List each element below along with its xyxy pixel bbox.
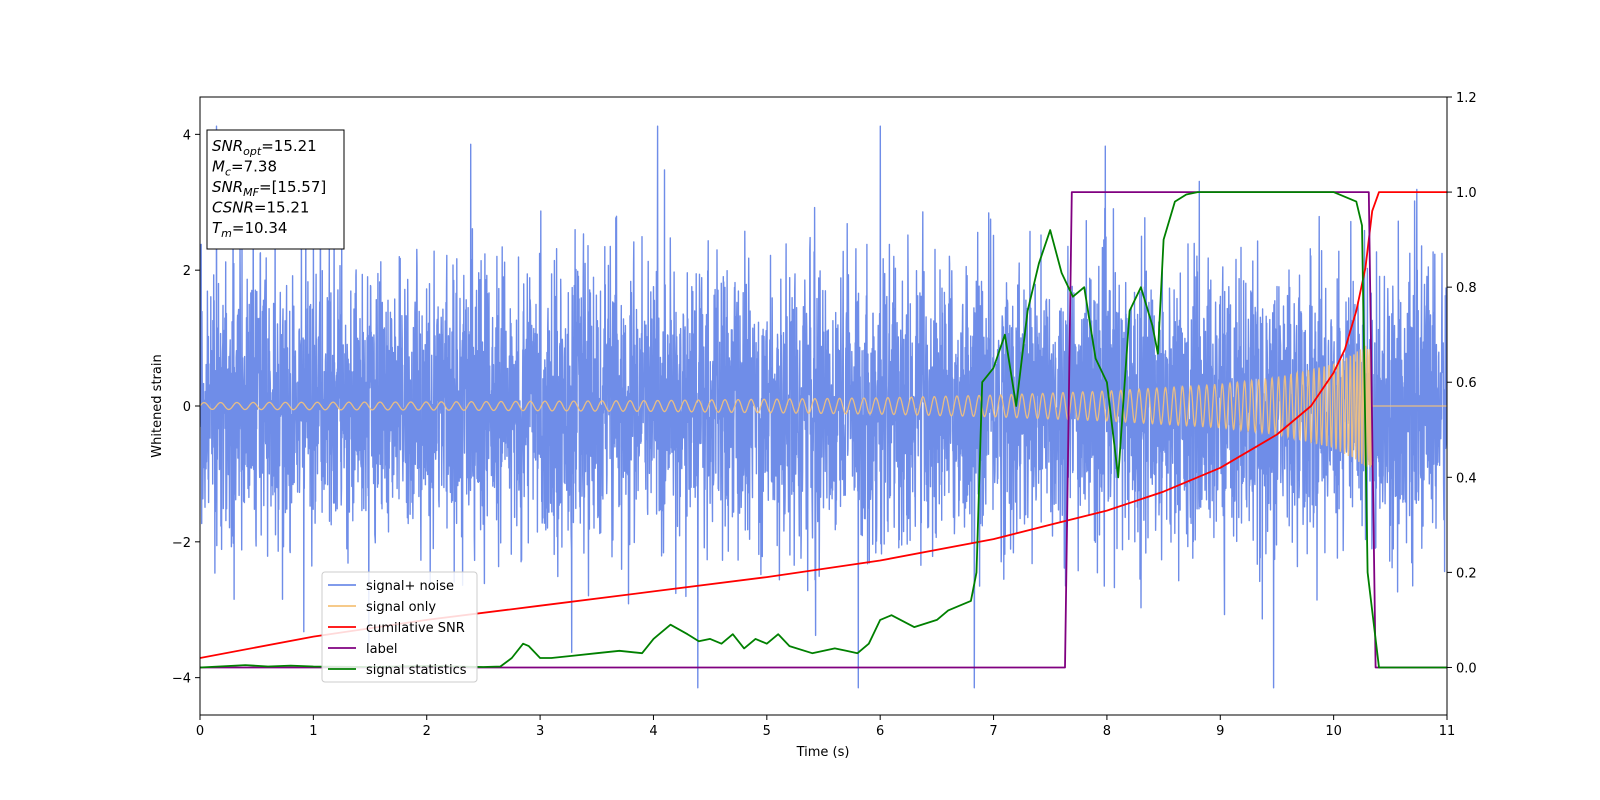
info-box-symbol: SNR (212, 137, 243, 155)
info-box-subscript: opt (243, 145, 262, 158)
x-axis: 0 1 2 3 4 5 6 7 8 9 10 11 (196, 715, 1455, 739)
legend-item-label: cumilative SNR (366, 621, 465, 636)
info-box-value: =10.34 (232, 219, 288, 237)
series-signal-plus-noise (200, 125, 1447, 689)
info-box-value: =7.38 (231, 158, 277, 176)
x-tick-label: 0 (196, 724, 204, 739)
info-box-line: Tm=10.34 (212, 219, 287, 240)
info-box-value: =15.21 (254, 199, 310, 217)
info-box-frame (206, 129, 345, 250)
y-left-tick-label: 2 (183, 264, 191, 279)
plot-area (200, 125, 1447, 689)
info-box-symbol: SNR (212, 178, 243, 196)
info-box-value: =15.21 (261, 137, 317, 155)
info-box-line: CSNR=15.21 (212, 199, 309, 217)
x-tick-label: 4 (649, 724, 657, 739)
info-box-line: Mc=7.38 (212, 158, 277, 179)
x-tick-label: 10 (1325, 724, 1342, 739)
x-tick-label: 1 (309, 724, 317, 739)
y-axis-label: Whitened strain (150, 354, 165, 457)
info-box-line: SNRopt=15.21 (212, 137, 317, 158)
x-tick-label: 6 (876, 724, 884, 739)
info-box-symbol: M (212, 158, 225, 176)
series-signal-statistics (200, 191, 1447, 669)
legend-frame (321, 571, 478, 683)
x-axis-label: Time (s) (796, 745, 850, 760)
info-box-symbol: CSNR (212, 199, 254, 217)
info-box-symbol: T (212, 219, 223, 237)
x-tick-label: 8 (1103, 724, 1111, 739)
legend-item-label: signal+ noise (366, 579, 454, 594)
legend: signal+ noise signal only cumilative SNR la… (321, 571, 478, 683)
y-right-tick-label: 1.0 (1456, 186, 1477, 201)
y-right-tick-label: 0.6 (1456, 376, 1477, 391)
info-box-subscript: MF (243, 186, 259, 199)
series-signal-only (200, 345, 1447, 468)
info-box-subscript: c (225, 166, 231, 179)
legend-item-label: signal only (366, 600, 436, 615)
y-left-tick-label: −2 (172, 536, 191, 551)
y-right-tick-label: 0.0 (1456, 661, 1477, 676)
info-box-value: =[15.57] (259, 178, 326, 196)
left-y-axis: 4 2 0 −2 −4 (172, 128, 200, 687)
y-right-tick-label: 0.4 (1456, 471, 1477, 486)
y-right-tick-label: 0.2 (1456, 566, 1477, 581)
legend-item-label: label (366, 642, 397, 657)
y-right-tick-label: 1.2 (1456, 91, 1477, 106)
y-left-tick-label: 4 (183, 128, 191, 143)
right-y-axis: 1.2 1.0 0.8 0.6 0.4 0.2 0.0 (1447, 91, 1477, 676)
x-tick-label: 5 (763, 724, 771, 739)
info-box-subscript: m (221, 227, 232, 240)
y-left-tick-label: 0 (183, 400, 191, 415)
info-box-line: SNRMF=[15.57] (212, 178, 326, 199)
x-tick-label: 2 (423, 724, 431, 739)
x-tick-label: 7 (989, 724, 997, 739)
info-box: SNRopt=15.21Mc=7.38SNRMF=[15.57]CSNR=15.… (206, 129, 345, 250)
x-tick-label: 3 (536, 724, 544, 739)
y-left-tick-label: −4 (172, 672, 191, 687)
legend-item-label: signal statistics (366, 663, 467, 678)
x-tick-label: 11 (1439, 724, 1456, 739)
x-tick-label: 9 (1216, 724, 1224, 739)
y-right-tick-label: 0.8 (1456, 281, 1477, 296)
